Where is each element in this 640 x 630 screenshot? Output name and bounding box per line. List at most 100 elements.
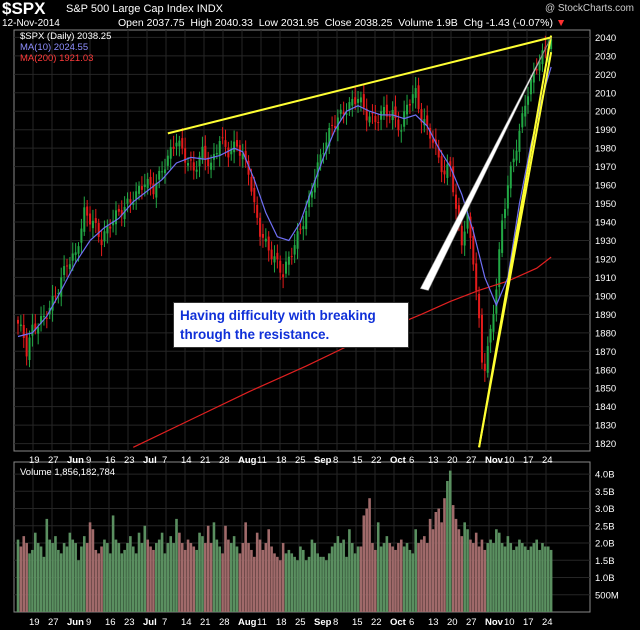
y-tick-label: 1820 xyxy=(595,439,616,450)
volume-bar xyxy=(350,543,354,612)
volume-bar xyxy=(175,518,178,612)
x-tick-label: 7 xyxy=(162,617,167,628)
y-tick-label: 2010 xyxy=(595,88,616,99)
candle-body xyxy=(483,363,486,371)
volume-bar xyxy=(353,553,357,612)
candle-body xyxy=(408,103,411,106)
y-tick-label: 1980 xyxy=(595,144,616,155)
high-value: High 2040.33 xyxy=(190,17,253,29)
candle-body xyxy=(486,346,489,373)
candle-body xyxy=(40,316,43,324)
volume-bar xyxy=(512,549,515,612)
candle-body xyxy=(192,162,195,171)
x-tick-label: 13 xyxy=(428,455,439,466)
volume-bar xyxy=(411,553,415,612)
x-tick-label: 10 xyxy=(504,455,515,466)
candle-body xyxy=(34,323,37,331)
volume-bar xyxy=(451,505,455,612)
candle-body xyxy=(351,98,354,106)
volume-bar xyxy=(103,539,106,612)
candle-body xyxy=(414,88,417,98)
volume-bar xyxy=(62,543,66,612)
volume-bar xyxy=(65,546,69,612)
candle-body xyxy=(227,147,230,158)
candle-body xyxy=(357,98,360,103)
candle-body xyxy=(495,289,498,314)
candle-body xyxy=(538,61,541,71)
candle-body xyxy=(472,235,475,265)
volume-bar xyxy=(129,536,132,612)
volume-bar xyxy=(521,543,524,612)
candle-body xyxy=(68,264,71,270)
candle-body xyxy=(535,69,538,71)
candle-body xyxy=(100,239,103,246)
volume-bar xyxy=(506,536,510,612)
x-tick-label: 27 xyxy=(466,617,477,628)
volume-bar xyxy=(486,543,490,612)
candle-body xyxy=(57,292,60,294)
y-tick-label: 1990 xyxy=(595,125,616,136)
y-tick-label: 1920 xyxy=(595,254,616,265)
volume-bar xyxy=(299,546,302,612)
x-tick-label: Oct xyxy=(390,455,407,466)
candle-body xyxy=(25,334,28,357)
candle-body xyxy=(397,119,400,131)
candle-body xyxy=(233,141,236,153)
candle-body xyxy=(172,146,175,149)
volume-bar xyxy=(374,549,377,612)
candle-body xyxy=(313,179,316,193)
volume-bar xyxy=(448,470,452,612)
x-tick-label: 27 xyxy=(466,455,477,466)
x-tick-label: 23 xyxy=(124,617,135,628)
candle-body xyxy=(431,139,434,143)
volume-bar xyxy=(526,549,530,612)
volume-bar xyxy=(224,525,227,612)
y-tick-label: 1880 xyxy=(595,328,616,339)
volume-bar xyxy=(80,546,83,612)
candle-body xyxy=(380,111,383,120)
candle-body xyxy=(406,104,409,115)
legend-ma200: MA(200) 1921.03 xyxy=(20,53,94,64)
volume-bar xyxy=(172,543,175,612)
candle-body xyxy=(446,164,449,178)
volume-bar xyxy=(82,536,86,612)
volume-bar xyxy=(408,549,412,612)
volume-bar xyxy=(111,515,115,612)
candle-body xyxy=(80,228,83,243)
candle-body xyxy=(187,162,190,166)
volume-bar xyxy=(535,539,539,612)
volume-bar xyxy=(497,532,501,612)
x-tick-label: Nov xyxy=(485,455,504,466)
index-name-text: S&P 500 Large Cap Index xyxy=(66,3,194,15)
volume-bar xyxy=(529,546,533,612)
candle-body xyxy=(440,156,443,173)
annotation-callout: Having difficulty with breaking through … xyxy=(173,302,409,348)
candle-body xyxy=(282,274,285,278)
candle-body xyxy=(480,314,483,363)
x-tick-label: 28 xyxy=(219,617,230,628)
volume-bar xyxy=(88,522,92,612)
index-name: S&P 500 Large Cap Index INDX xyxy=(66,3,223,15)
candle-body xyxy=(270,249,273,260)
volume-tick-label: 500M xyxy=(595,590,619,601)
volume-bar xyxy=(273,553,276,612)
volume-bar xyxy=(336,536,340,612)
candle-body xyxy=(345,113,348,115)
candle-body xyxy=(22,324,25,338)
candle-body xyxy=(146,178,149,189)
candle-body xyxy=(112,220,115,226)
legend-ma10: MA(10) 2024.55 xyxy=(20,42,89,53)
x-tick-label: 20 xyxy=(447,617,458,628)
x-tick-label: 8 xyxy=(333,617,338,628)
candle-body xyxy=(253,187,256,203)
chart-date: 12-Nov-2014 xyxy=(2,18,60,29)
candle-body xyxy=(178,140,181,147)
volume-tick-label: 3.0B xyxy=(595,504,615,515)
volume-bar xyxy=(307,556,311,612)
volume-bar xyxy=(45,518,49,612)
volume-bar xyxy=(36,543,40,612)
volume-bar xyxy=(232,536,236,612)
candle-body xyxy=(426,115,429,126)
candle-body xyxy=(489,328,492,343)
volume-bar xyxy=(301,549,305,612)
